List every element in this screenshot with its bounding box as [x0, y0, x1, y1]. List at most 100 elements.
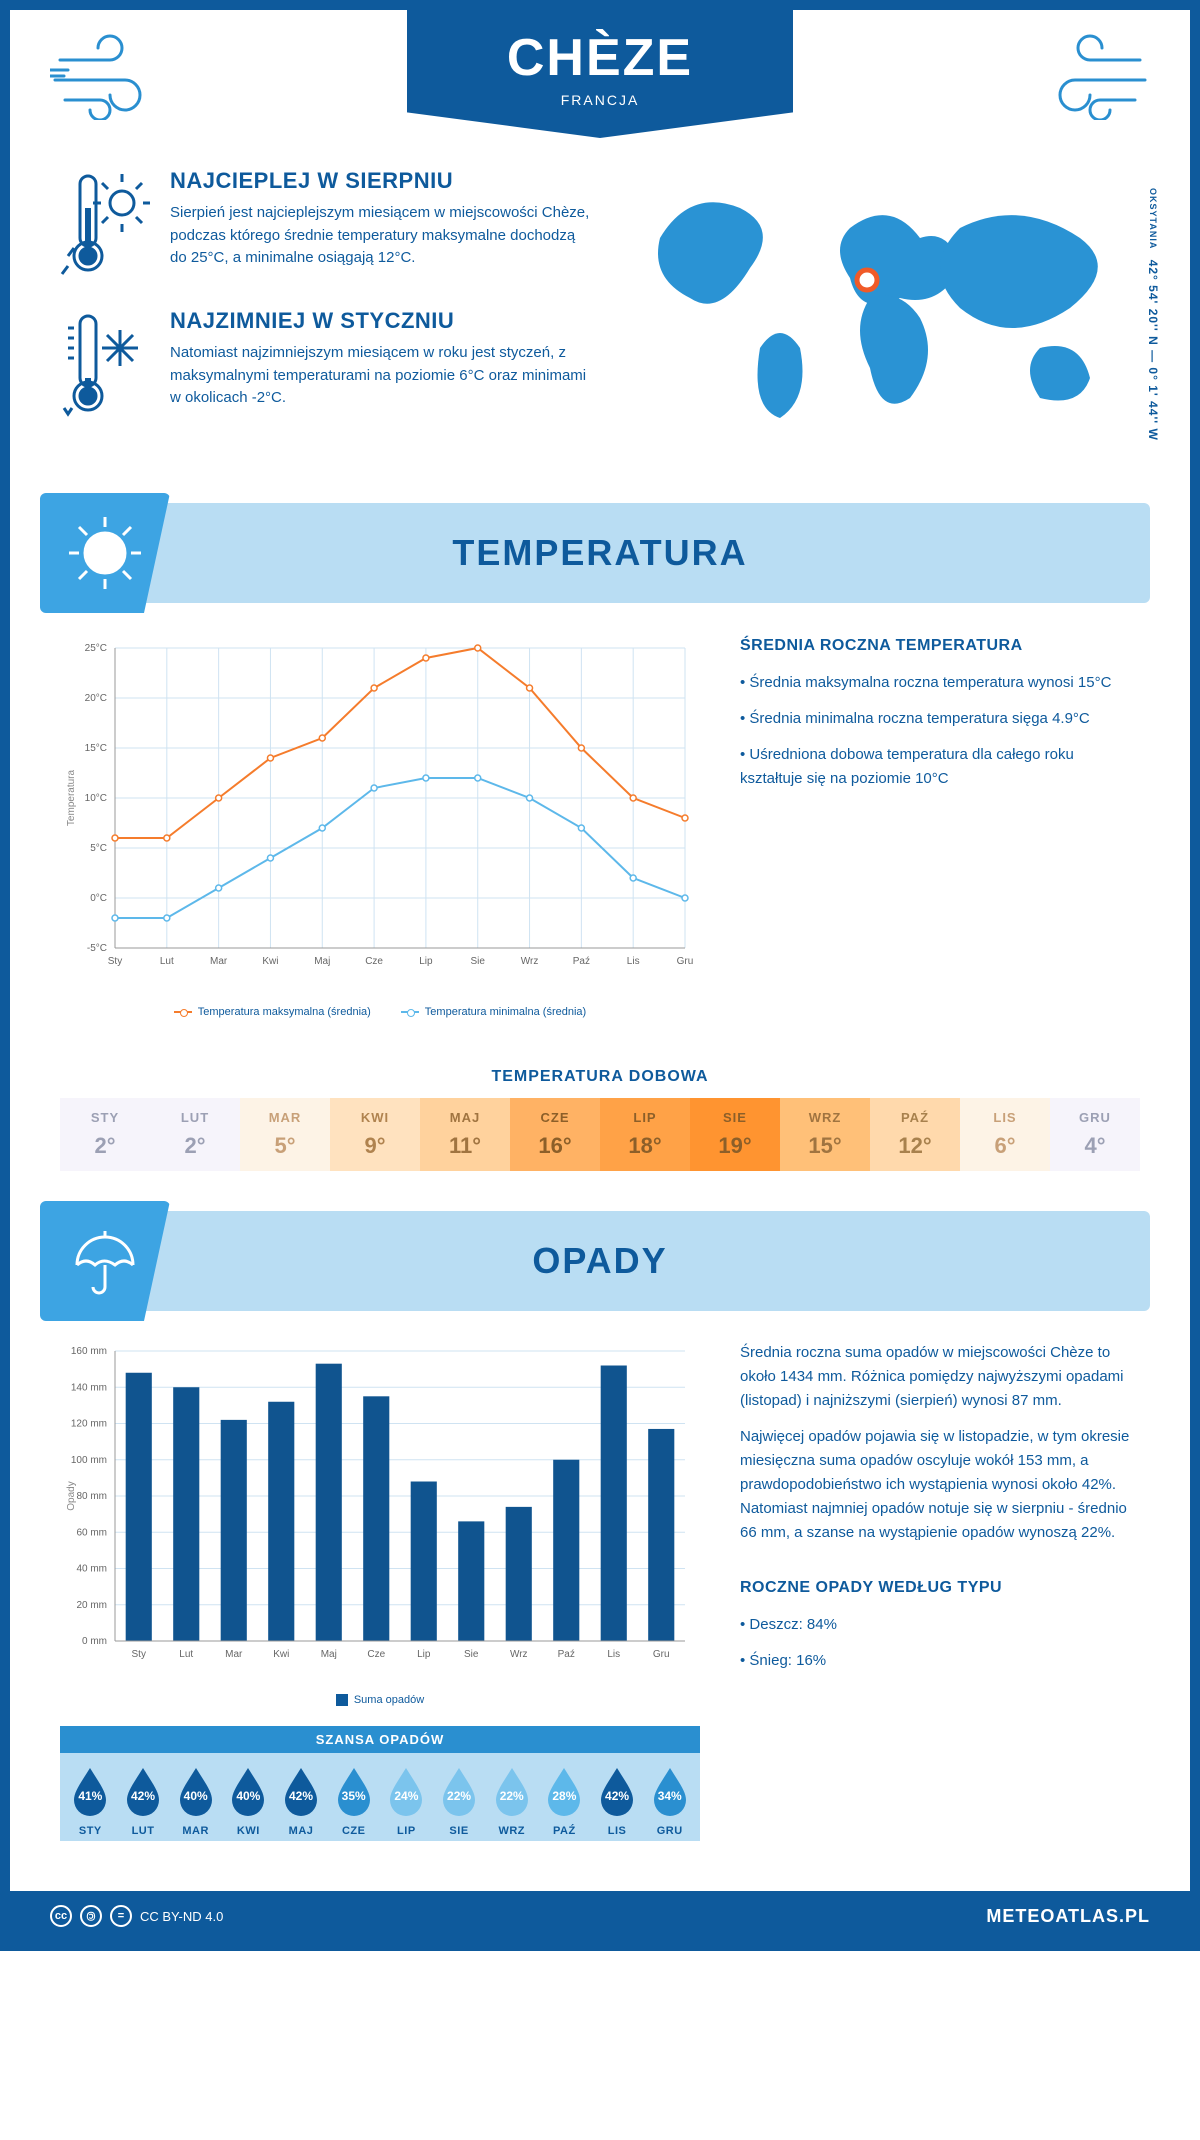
temperature-legend: Temperatura maksymalna (średnia)Temperat… — [60, 1006, 700, 1018]
daily-cell: CZE16° — [510, 1098, 600, 1171]
legend-bar-icon — [336, 1694, 348, 1706]
svg-text:Lis: Lis — [627, 956, 640, 967]
world-map: OKSYTANIA 42° 54' 20'' N — 0° 1' 44'' W — [620, 168, 1140, 453]
precip-para2: Najwięcej opadów pojawia się w listopadz… — [740, 1425, 1140, 1545]
footer-brand: METEOATLAS.PL — [986, 1906, 1150, 1927]
svg-text:Paź: Paź — [573, 956, 590, 967]
svg-text:120 mm: 120 mm — [71, 1419, 107, 1430]
svg-text:Kwi: Kwi — [262, 956, 278, 967]
svg-text:Cze: Cze — [367, 1649, 385, 1660]
svg-text:Mar: Mar — [225, 1649, 243, 1660]
svg-text:Mar: Mar — [210, 956, 228, 967]
svg-text:Maj: Maj — [314, 956, 330, 967]
chance-cell: 42% LUT — [117, 1763, 170, 1837]
svg-text:20 mm: 20 mm — [76, 1600, 107, 1611]
precip-type-line: • Deszcz: 84% — [740, 1613, 1140, 1637]
daily-cell: MAJ11° — [420, 1098, 510, 1171]
svg-text:100 mm: 100 mm — [71, 1455, 107, 1466]
cc-icon: cc — [50, 1905, 72, 1927]
license-block: cc 🄯 = CC BY-ND 4.0 — [50, 1905, 223, 1927]
section-temperature: TEMPERATURA — [50, 503, 1150, 603]
precip-legend-label: Suma opadów — [354, 1694, 424, 1706]
section-precip: OPADY — [50, 1211, 1150, 1311]
svg-text:Sty: Sty — [132, 1649, 146, 1660]
country-name: FRANCJA — [507, 92, 693, 108]
temperature-line-chart: -5°C0°C5°C10°C15°C20°C25°CStyLutMarKwiMa… — [60, 633, 700, 1018]
coordinates: OKSYTANIA 42° 54' 20'' N — 0° 1' 44'' W — [1146, 188, 1160, 441]
city-name: CHÈZE — [507, 28, 693, 88]
daily-cell: PAŹ12° — [870, 1098, 960, 1171]
svg-text:Wrz: Wrz — [521, 956, 539, 967]
precip-bar-chart: 0 mm20 mm40 mm60 mm80 mm100 mm120 mm140 … — [60, 1341, 700, 1681]
svg-text:0 mm: 0 mm — [82, 1636, 107, 1647]
svg-text:Opady: Opady — [66, 1481, 77, 1510]
page-frame: CHÈZE FRANCJA — [0, 0, 1200, 1951]
chance-cell: 34% GRU — [643, 1763, 696, 1837]
svg-text:-5°C: -5°C — [87, 943, 107, 954]
nd-icon: = — [110, 1905, 132, 1927]
svg-text:25°C: 25°C — [85, 643, 107, 654]
svg-text:Gru: Gru — [677, 956, 694, 967]
svg-text:15°C: 15°C — [85, 743, 107, 754]
region-name: OKSYTANIA — [1148, 188, 1158, 249]
svg-text:Wrz: Wrz — [510, 1649, 528, 1660]
temp-bullet: • Uśredniona dobowa temperatura dla całe… — [740, 743, 1140, 791]
svg-text:5°C: 5°C — [90, 843, 107, 854]
svg-text:Lip: Lip — [417, 1649, 431, 1660]
svg-text:Cze: Cze — [365, 956, 383, 967]
fact-coldest: NAJZIMNIEJ W STYCZNIU Natomiast najzimni… — [60, 308, 590, 418]
thermo-hot-icon — [60, 168, 150, 278]
svg-text:Lip: Lip — [419, 956, 433, 967]
chance-cell: 42% LIS — [591, 1763, 644, 1837]
wind-icon-right — [1030, 30, 1150, 120]
temp-summary-title: ŚREDNIA ROCZNA TEMPERATURA — [740, 633, 1140, 659]
precip-summary: Średnia roczna suma opadów w miejscowośc… — [740, 1341, 1140, 1861]
svg-text:Temperatura: Temperatura — [66, 769, 77, 826]
daily-cell: LIP18° — [600, 1098, 690, 1171]
precip-type-line: • Śnieg: 16% — [740, 1649, 1140, 1673]
chance-cell: 40% MAR — [169, 1763, 222, 1837]
chance-cell: 28% PAŹ — [538, 1763, 591, 1837]
svg-text:0°C: 0°C — [90, 893, 107, 904]
daily-title: TEMPERATURA DOBOWA — [10, 1068, 1190, 1086]
chance-cell: 35% CZE — [327, 1763, 380, 1837]
section-title-temp: TEMPERATURA — [50, 532, 1150, 574]
chance-cell: 41% STY — [64, 1763, 117, 1837]
temp-bullet: • Średnia minimalna roczna temperatura s… — [740, 707, 1140, 731]
header: CHÈZE FRANCJA — [10, 10, 1190, 138]
svg-text:10°C: 10°C — [85, 793, 107, 804]
svg-text:40 mm: 40 mm — [76, 1564, 107, 1575]
thermo-cold-icon — [60, 308, 150, 418]
fact-hot-title: NAJCIEPLEJ W SIERPNIU — [170, 168, 590, 194]
temperature-summary: ŚREDNIA ROCZNA TEMPERATURA • Średnia mak… — [740, 633, 1140, 1018]
section-title-precip: OPADY — [50, 1240, 1150, 1282]
daily-cell: LUT2° — [150, 1098, 240, 1171]
fact-hot-body: Sierpień jest najcieplejszym miesiącem w… — [170, 202, 590, 270]
svg-text:Lut: Lut — [160, 956, 174, 967]
title-ribbon: CHÈZE FRANCJA — [407, 10, 793, 138]
sun-banner-icon — [40, 493, 170, 613]
intro-row: NAJCIEPLEJ W SIERPNIU Sierpień jest najc… — [10, 138, 1190, 483]
svg-text:Paź: Paź — [558, 1649, 575, 1660]
svg-text:160 mm: 160 mm — [71, 1346, 107, 1357]
chance-cell: 40% KWI — [222, 1763, 275, 1837]
svg-text:Gru: Gru — [653, 1649, 670, 1660]
svg-text:Kwi: Kwi — [273, 1649, 289, 1660]
svg-text:Lut: Lut — [179, 1649, 193, 1660]
daily-temperature-strip: STY2° LUT2° MAR5° KWI9° MAJ11° CZE16° LI… — [60, 1098, 1140, 1171]
svg-text:Sty: Sty — [108, 956, 122, 967]
fact-cold-body: Natomiast najzimniejszym miesiącem w rok… — [170, 342, 590, 410]
precip-chance-block: SZANSA OPADÓW 41% STY 42% LUT — [60, 1726, 700, 1841]
precip-type-title: ROCZNE OPADY WEDŁUG TYPU — [740, 1575, 1140, 1601]
chance-cell: 42% MAJ — [275, 1763, 328, 1837]
daily-cell: GRU4° — [1050, 1098, 1140, 1171]
svg-text:Maj: Maj — [321, 1649, 337, 1660]
svg-text:80 mm: 80 mm — [76, 1491, 107, 1502]
daily-cell: LIS6° — [960, 1098, 1050, 1171]
daily-cell: SIE19° — [690, 1098, 780, 1171]
fact-cold-title: NAJZIMNIEJ W STYCZNIU — [170, 308, 590, 334]
svg-text:60 mm: 60 mm — [76, 1527, 107, 1538]
fact-hottest: NAJCIEPLEJ W SIERPNIU Sierpień jest najc… — [60, 168, 590, 278]
svg-text:Sie: Sie — [464, 1649, 479, 1660]
precip-legend: Suma opadów — [60, 1694, 700, 1706]
